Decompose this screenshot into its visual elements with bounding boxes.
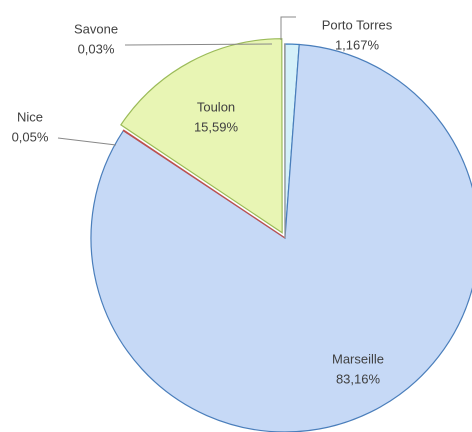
leader-line [57, 137, 117, 146]
slice-value: 0,05% [12, 129, 49, 144]
slice-value: 1,167% [335, 37, 380, 52]
slice-value: 15,59% [194, 119, 239, 134]
slice-label: Marseille [332, 351, 384, 366]
slice-label: Porto Torres [322, 17, 393, 32]
slice-value: 83,16% [336, 371, 381, 386]
slice-label: Savone [74, 21, 118, 36]
slice-label: Nice [17, 109, 43, 124]
slice-label: Toulon [197, 99, 235, 114]
slice-value: 0,03% [78, 41, 115, 56]
pie-slice [122, 129, 286, 239]
pie-slice [90, 43, 472, 432]
leader-line [124, 43, 273, 46]
pie-slice [120, 38, 283, 234]
leader-line [280, 16, 296, 40]
